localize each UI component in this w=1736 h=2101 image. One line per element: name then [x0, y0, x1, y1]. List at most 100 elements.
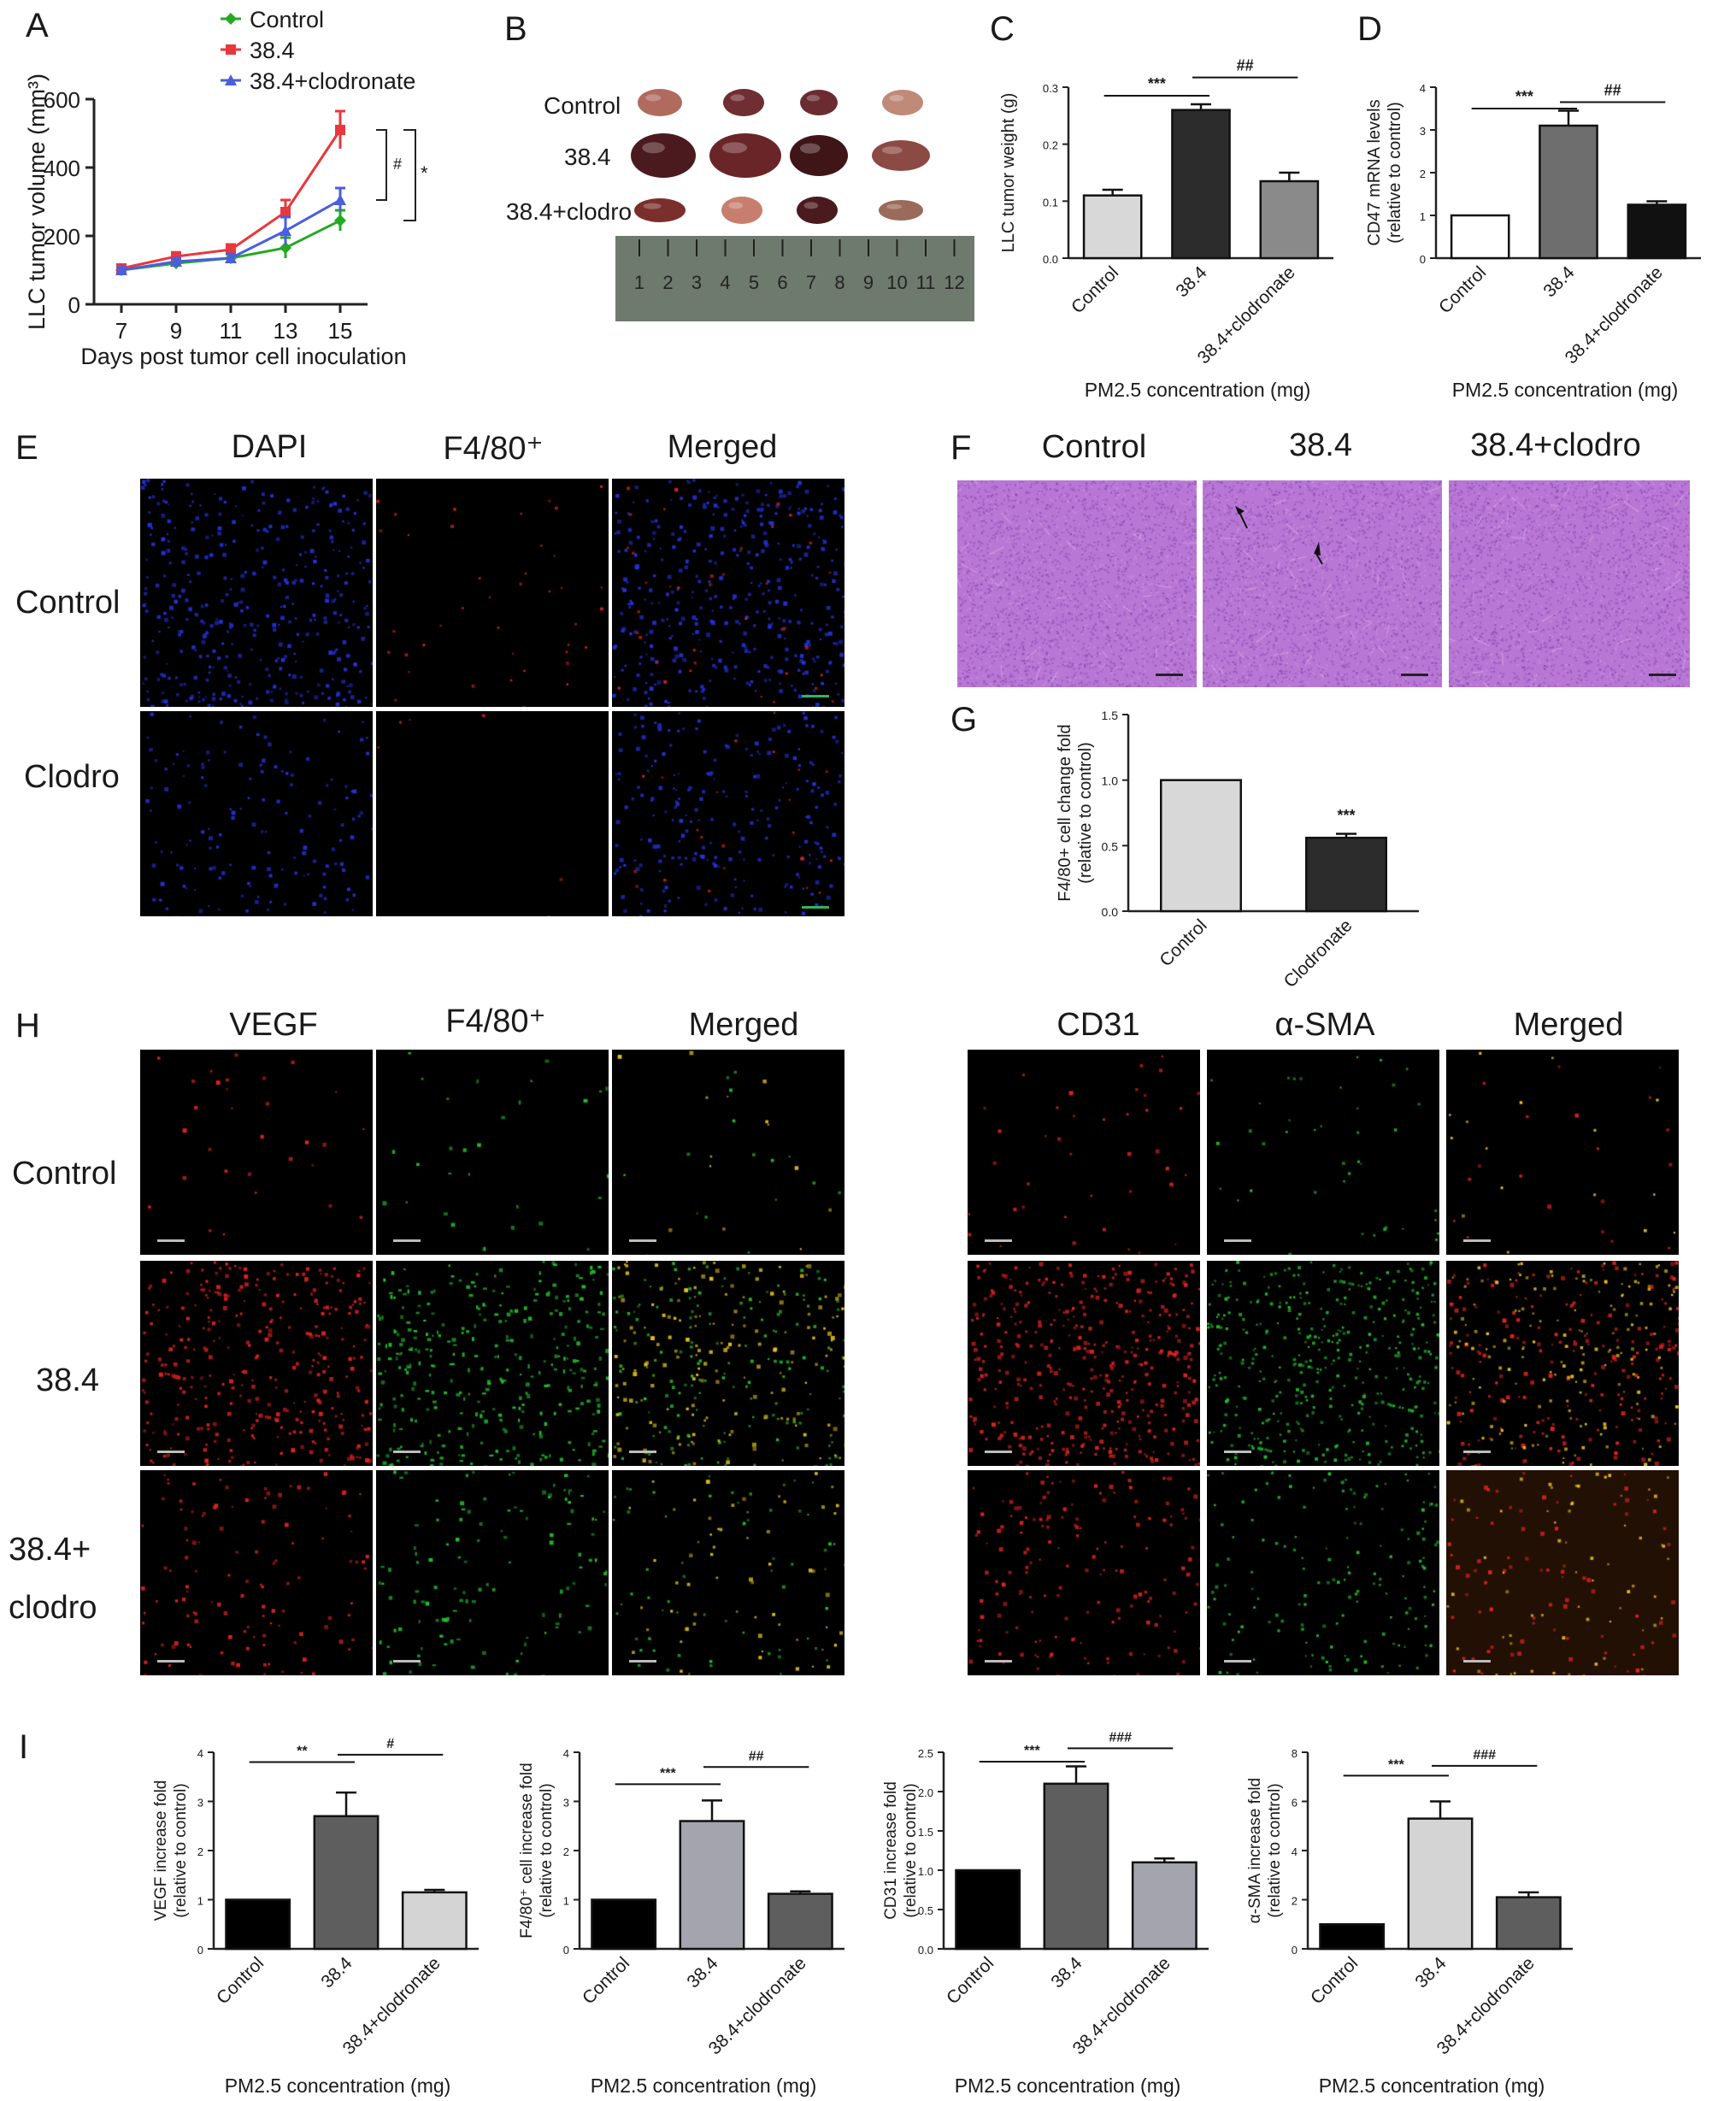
tumor-highlight — [730, 94, 745, 102]
bar-y-tick-label: 1 — [1420, 210, 1426, 223]
bar-y-tick-label: 1 — [197, 1895, 203, 1908]
tumor-specimen — [800, 90, 838, 115]
a-x-tick-label: 7 — [115, 318, 127, 344]
h-right-control-cd31-image — [968, 1050, 1200, 1255]
tumor-specimen — [638, 89, 682, 116]
bar-y-axis-label: LLC tumor weight (g) — [999, 93, 1018, 253]
significance-mark: # — [386, 1737, 394, 1751]
bar — [225, 1898, 291, 1951]
bar — [1539, 124, 1598, 260]
significance-mark: *** — [1024, 1744, 1040, 1758]
ruler-number: 11 — [916, 272, 936, 293]
bar-category-label: 38.4 — [1539, 262, 1578, 301]
f480-change-bar-chart: 0.0 0.5 1.0 1.5 Control Clodronate F4/80+ cell… — [1056, 709, 1419, 992]
f-col-dose: 38.4 — [1289, 427, 1352, 463]
bar-y-tick-label: 4 — [1292, 1845, 1298, 1858]
significance-mark: *** — [1515, 88, 1533, 105]
vegf-increase-bar-chart: 0 1 2 3 4 Control 38.438.4+clodronate VEGF incr… — [152, 1737, 479, 2097]
sma-increase-bar-chart: 0 2 4 6 8 Control 38.438.4+clodronate α-SMA inc… — [1246, 1747, 1573, 2097]
bar-y-tick-label: 0.0 — [918, 1944, 933, 1957]
bar — [1043, 1782, 1109, 1951]
panel-label-d: D — [1357, 10, 1382, 48]
bar — [591, 1898, 657, 1951]
bar-y-tick-label: 0.1 — [1043, 196, 1058, 209]
a-point — [170, 256, 182, 267]
bar-category-label: Control — [1068, 262, 1122, 317]
a-point — [280, 225, 291, 236]
a-legend-marker — [225, 74, 237, 85]
a-point — [334, 215, 346, 227]
bar-y-tick-label: 0 — [1292, 1944, 1298, 1957]
bar-y-axis-label: (relative to control) — [902, 1783, 920, 1917]
h-right-control-sma-image — [1207, 1050, 1439, 1255]
tumor-highlight — [645, 94, 662, 102]
a-y-tick-label: 0 — [68, 292, 80, 318]
tumor-specimen — [721, 197, 762, 224]
panel-label-h: H — [15, 1007, 40, 1045]
tumor-specimen — [882, 90, 923, 115]
ruler-number: 10 — [886, 272, 907, 293]
a-bracket-inner — [376, 129, 387, 201]
bar-category-label: 38.4 — [317, 1953, 356, 1992]
a-y-tick-label: 200 — [44, 224, 80, 250]
h-right-dose-sma-image — [1207, 1261, 1439, 1466]
h-right-dose-merged-image — [1446, 1261, 1679, 1466]
bar-y-tick-label: 2 — [563, 1845, 569, 1858]
bar-y-axis-label: F4/80⁺ cell increase fold — [518, 1763, 536, 1938]
f-dose-arrows — [1235, 506, 1323, 565]
a-bracket-outer — [403, 129, 416, 221]
bar-y-axis-label: (relative to control) — [1076, 742, 1095, 884]
bar-category-label: Clodronate — [1280, 915, 1356, 992]
a-legend-marker — [225, 13, 237, 25]
a-point — [335, 125, 345, 135]
bar — [955, 1869, 1021, 1951]
panel-label-f: F — [950, 429, 972, 467]
tumor-highlight — [728, 202, 744, 209]
bar-category-label: 38.4 — [1411, 1953, 1450, 1992]
bar-y-tick-label: 0.3 — [1043, 82, 1058, 95]
bar-category-label: 38.4 — [1172, 262, 1210, 301]
a-x-tick-label: 13 — [274, 318, 298, 344]
e-row-control: Control — [15, 585, 121, 621]
a-y-tick-label: 400 — [44, 156, 80, 181]
tumor-specimen — [723, 89, 764, 116]
panel-label-e: E — [15, 429, 38, 467]
bar — [1305, 836, 1387, 913]
a-annotation-hash: # — [393, 156, 402, 173]
ruler-number: 7 — [806, 272, 816, 293]
h-left-dose-merged-image — [612, 1261, 844, 1466]
bar-x-axis-label: PM2.5 concentration (mg) — [1085, 379, 1311, 401]
bar-category-label: 38.4 — [683, 1953, 721, 1992]
bar-y-tick-label: 2.0 — [918, 1786, 933, 1799]
a-y-tick-label: 600 — [44, 87, 80, 113]
h-col-f480: F4/80⁺ — [445, 1003, 546, 1039]
h-row-control: Control — [12, 1156, 117, 1192]
h-left-control-merged-image — [612, 1050, 844, 1255]
e-col-merged: Merged — [667, 429, 778, 465]
significance-mark: ### — [1473, 1748, 1496, 1763]
e-col-f480: F4/80⁺ — [443, 431, 544, 467]
h-right-dose-cd31-image — [968, 1261, 1200, 1466]
bar-y-tick-label: 4 — [563, 1747, 569, 1760]
bar-x-axis-label: PM2.5 concentration (mg) — [955, 2075, 1181, 2097]
tumor-specimen — [631, 133, 696, 178]
bar-y-axis-label: CD47 mRNA levels — [1365, 99, 1384, 245]
h-row-dose: 38.4 — [36, 1362, 99, 1398]
a-point — [115, 264, 127, 275]
tumor-highlight — [643, 203, 662, 209]
h-col-sma: α-SMA — [1274, 1007, 1375, 1043]
h-left-control-f480-image — [376, 1050, 609, 1255]
tumor-highlight — [806, 95, 821, 102]
bar-y-tick-label: 0 — [1420, 253, 1426, 266]
h-col-vegf: VEGF — [229, 1007, 318, 1043]
bar-x-axis-label: PM2.5 concentration (mg) — [225, 2075, 451, 2097]
bar-category-label: 38.4+clodronate — [1433, 1953, 1539, 2058]
ruler-number: 6 — [777, 272, 787, 293]
h-right-clodro-sma-image — [1207, 1470, 1439, 1675]
ruler-number: 12 — [944, 272, 964, 293]
tumor-specimen — [634, 198, 686, 222]
tumor-specimen — [790, 135, 848, 176]
bar — [1627, 203, 1687, 260]
h-row-clodro-line1: 38.4+ — [9, 1532, 91, 1568]
bar-y-tick-label: 2 — [1292, 1895, 1298, 1908]
